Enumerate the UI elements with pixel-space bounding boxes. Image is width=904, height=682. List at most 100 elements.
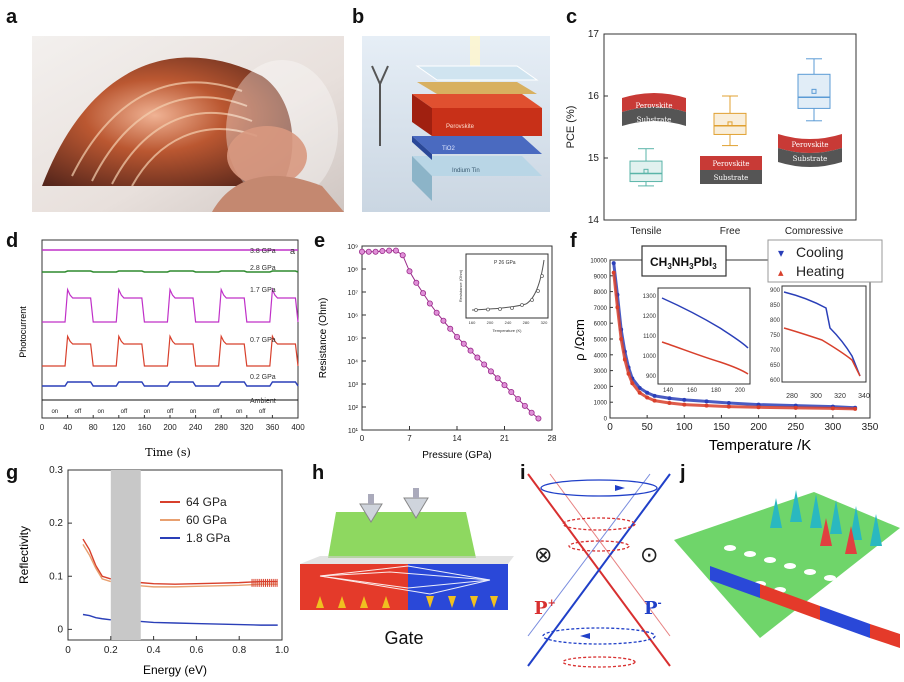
d-annot-ambient: Ambient (250, 398, 276, 405)
f-data-point (637, 385, 642, 390)
c-film-label-1: Perovskite (635, 102, 672, 110)
e-ylabel: Resistance (Ohm) (318, 298, 329, 379)
d-onoff-label: on (98, 409, 105, 415)
c-film-label-4: Substrate (714, 174, 749, 182)
g-ytick-label: 0.1 (49, 571, 63, 582)
f-ytick-label: 10000 (590, 259, 607, 265)
c-mean-marker (643, 168, 649, 174)
d-annot-3.8: 3.8 GPa (250, 248, 276, 255)
e-data-point (453, 333, 460, 340)
schematic-label-tio2: TiO2 (442, 146, 455, 152)
d-xtick-label: 160 (138, 423, 152, 432)
e-ytick-label: 10⁷ (348, 290, 359, 297)
d-onoff-label: on (51, 409, 58, 415)
f-data-point (611, 261, 616, 266)
e-data-point (474, 354, 481, 361)
g-series-line (140, 583, 278, 588)
f-data-point (682, 397, 687, 402)
e-data-point (494, 375, 501, 382)
f-inset1-ytick: 1100 (643, 334, 657, 340)
e-xtick-label: 7 (407, 434, 412, 443)
e-inset-xlabel: Temperature (K) (493, 328, 523, 333)
c-ytick-label: 17 (588, 29, 600, 40)
f-inset2-ytick: 900 (770, 288, 781, 294)
e-ytick-label: 10¹ (348, 428, 359, 435)
h-green-layer (328, 512, 476, 558)
g-ytick-label: 0 (57, 624, 63, 635)
i-label-p-plus-sup: + (548, 598, 556, 609)
f-ytick-label: 2000 (594, 385, 608, 391)
e-data-point (521, 402, 528, 409)
d-series-line (42, 270, 299, 273)
e-data-point (528, 409, 535, 416)
c-film-free: Perovskite Substrate (700, 156, 762, 184)
e-data-point (413, 279, 420, 286)
g-legend-label: 1.8 GPa (186, 531, 230, 545)
f-xtick-label: 350 (862, 422, 879, 433)
e-data-point (379, 248, 386, 255)
f-data-point (619, 337, 624, 341)
c-ytick-label: 16 (588, 91, 600, 102)
f-data-point (645, 395, 650, 400)
e-ytick-label: 10⁶ (347, 313, 358, 320)
g-xtick-label: 0.8 (232, 645, 246, 656)
c-ylabel: PCE (%) (565, 106, 577, 149)
f-xtick-label: 200 (750, 422, 767, 433)
f-ytick-label: 8000 (594, 290, 608, 296)
i-orbits (540, 479, 658, 668)
device-schematic: Perovskite TiO2 Indium Tin (362, 36, 550, 212)
c-ytick-label: 14 (588, 215, 600, 226)
e-data-point (440, 317, 447, 324)
panel-label-a: a (6, 6, 18, 28)
f-data-point (704, 399, 709, 404)
panel-label-f: f (570, 230, 577, 252)
e-xlabel: Pressure (GPa) (422, 450, 491, 461)
panel-label-g: g (6, 462, 19, 484)
f-ytick-label: 7000 (594, 306, 608, 312)
dirac-cone-schematic: ⊗ ⊙ P+ P- (527, 473, 671, 668)
j-spikes (770, 490, 882, 554)
e-xtick-label: 21 (500, 434, 509, 443)
g-series-line (82, 544, 112, 583)
device-array-schematic (674, 490, 900, 648)
d-onoff-label: off (121, 409, 128, 415)
svg-text:P-: P- (644, 598, 662, 619)
i-orbit-arrows (580, 485, 625, 639)
c-box (797, 73, 831, 109)
c-plot-frame (603, 33, 857, 221)
f-data-point (667, 400, 672, 405)
f-inset1-xtick: 140 (663, 388, 674, 394)
f-inset1-xtick: 160 (687, 388, 698, 394)
panel-label-h: h (312, 462, 325, 484)
g-legend-label: 60 GPa (186, 513, 227, 527)
chart-f-resistivity: 0100020003000400050006000700080009000100… (572, 239, 883, 454)
f-data-point (652, 398, 657, 403)
g-shaded-region (110, 470, 141, 640)
i-into-symbol: ⊗ (534, 542, 552, 567)
e-data-point (501, 382, 508, 389)
svg-text:P+: P+ (534, 598, 556, 619)
f-formula-box: CH3NH3PbI3 (641, 245, 727, 277)
i-label-p-minus-sup: - (658, 598, 662, 609)
e-data-point (406, 268, 413, 275)
f-inset2-xtick: 300 (810, 393, 822, 400)
j-block-stripes (710, 566, 900, 648)
f-xtick-label: 150 (713, 422, 730, 433)
d-series-line (42, 381, 299, 387)
f-data-point (830, 406, 835, 411)
f-inset-1: 1300 1200 1100 1000 900 140 160 180 200 (643, 287, 751, 394)
e-data-point (447, 325, 454, 332)
e-data-point (508, 389, 515, 396)
e-xtick-label: 14 (453, 434, 462, 443)
d-xtick-label: 120 (112, 423, 126, 432)
photo-flexible-device (32, 36, 344, 212)
c-film-compressive: Perovskite Substrate (778, 134, 842, 167)
d-onoff-label: on (236, 409, 243, 415)
e-data-point (515, 395, 522, 402)
c-film-label-5: Perovskite (791, 141, 828, 149)
f-inset1-xtick: 200 (735, 388, 746, 394)
f-data-point (667, 396, 672, 401)
f-inset1-ytick: 900 (646, 374, 657, 380)
f-ytick-label: 5000 (594, 338, 608, 344)
